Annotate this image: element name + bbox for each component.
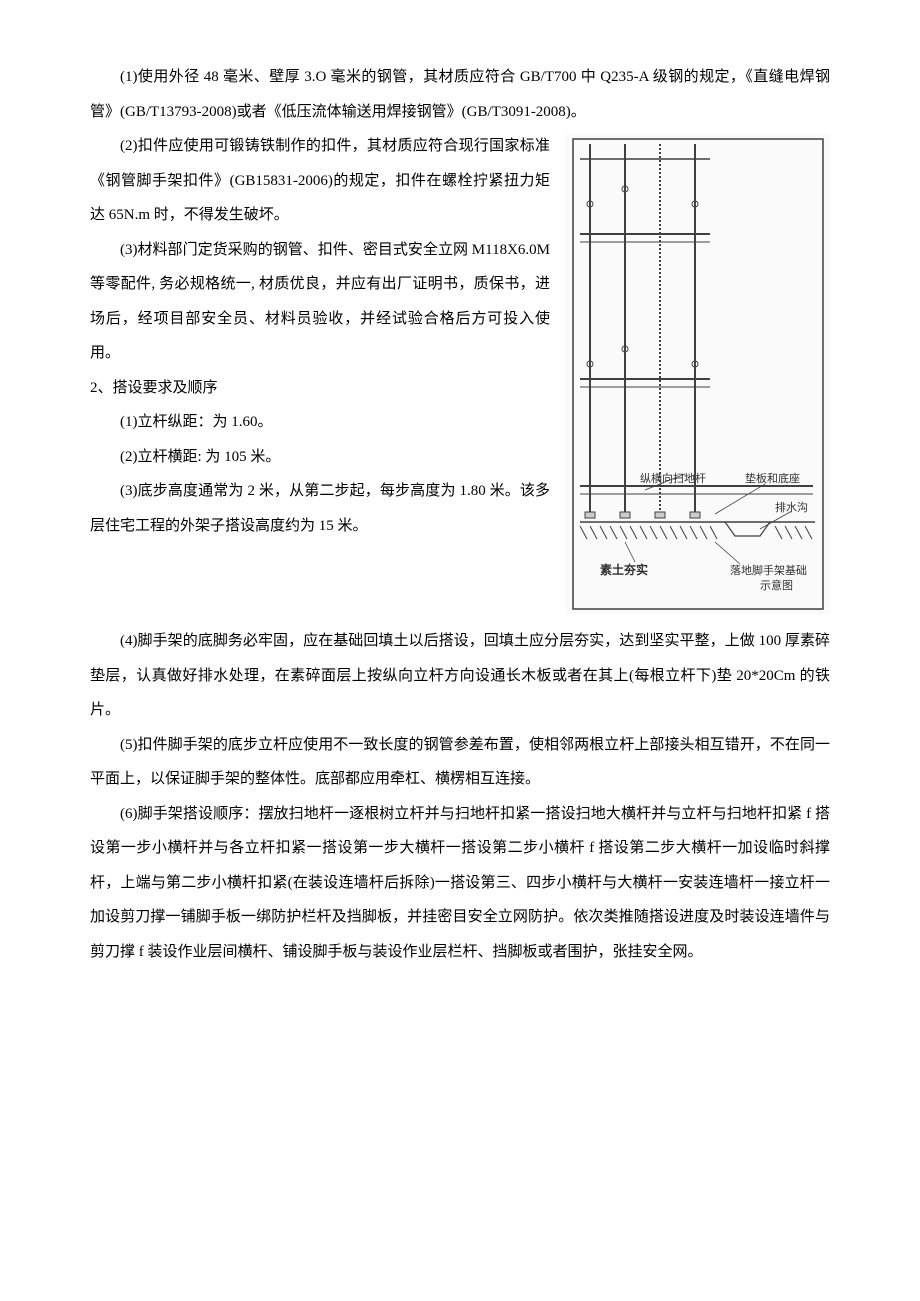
paragraph-7: (4)脚手架的底脚务必牢固，应在基础回填土以后搭设，回填土应分层夯实，达到坚实平… [90, 624, 830, 728]
fig-label-2: 垫板和底座 [745, 471, 800, 485]
scaffold-diagram: 纵横向扫地杆 垫板和底座 排水沟 素土夯实 落地脚手架基础 示意图 [565, 134, 830, 614]
fig-label-3: 排水沟 [775, 500, 808, 514]
paragraph-8: (5)扣件脚手架的底步立杆应使用不一致长度的钢管参差布置，使相邻两根立杆上部接头… [90, 728, 830, 797]
paragraph-1: (1)使用外径 48 毫米、壁厚 3.O 毫米的钢管，其材质应符合 GB/T70… [90, 60, 830, 129]
fig-label-5b: 示意图 [760, 578, 793, 592]
document-body: (1)使用外径 48 毫米、壁厚 3.O 毫米的钢管，其材质应符合 GB/T70… [90, 60, 830, 969]
fig-label-1: 纵横向扫地杆 [640, 471, 706, 485]
paragraph-9: (6)脚手架搭设顺序：摆放扫地杆一逐根树立杆并与扫地杆扣紧一搭设扫地大横杆并与立… [90, 797, 830, 970]
fig-label-5a: 落地脚手架基础 [730, 563, 807, 577]
fig-label-4: 素土夯实 [600, 562, 648, 577]
scaffold-diagram-svg: 纵横向扫地杆 垫板和底座 排水沟 素土夯实 落地脚手架基础 示意图 [565, 134, 830, 614]
